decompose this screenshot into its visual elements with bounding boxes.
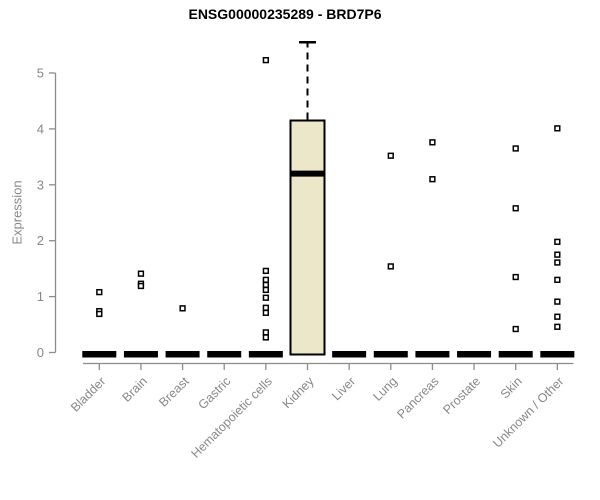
zero-median-bar bbox=[207, 351, 242, 358]
zero-median-bar bbox=[415, 351, 450, 358]
outlier-point bbox=[137, 270, 145, 277]
zero-median-bar bbox=[165, 351, 200, 358]
zero-median-bar bbox=[373, 351, 408, 358]
x-tick-label: Hematopoietic cells bbox=[188, 374, 275, 461]
x-tick-label: Liver bbox=[329, 374, 358, 403]
outlier-point bbox=[262, 294, 270, 301]
outlier-point bbox=[512, 273, 519, 281]
outlier-point bbox=[554, 323, 561, 330]
outlier-point bbox=[262, 56, 270, 64]
outlier-point bbox=[262, 304, 270, 311]
x-tick-label: Prostate bbox=[440, 374, 483, 417]
zero-median-bar bbox=[82, 351, 117, 358]
x-tick-label: Unknown / Other bbox=[490, 374, 566, 450]
outlier-point bbox=[262, 276, 270, 283]
zero-median-bar bbox=[540, 351, 575, 358]
zero-median-bar bbox=[332, 351, 367, 358]
outlier-point bbox=[262, 286, 270, 294]
outlier-point bbox=[137, 282, 145, 290]
x-tick-label: Breast bbox=[156, 374, 192, 410]
x-tick-label: Gastric bbox=[195, 374, 233, 412]
outlier-point bbox=[554, 298, 561, 305]
outlier-point bbox=[554, 251, 561, 258]
outlier-point bbox=[512, 325, 519, 333]
outlier-point bbox=[262, 334, 270, 341]
outlier-point bbox=[96, 310, 103, 318]
median-line bbox=[290, 170, 325, 177]
outlier-point bbox=[554, 125, 561, 132]
outlier-point bbox=[554, 276, 561, 283]
x-tick-label: Skin bbox=[498, 374, 525, 401]
outlier-point bbox=[554, 259, 561, 266]
chart-title: ENSG00000235289 - BRD7P6 bbox=[188, 6, 382, 22]
outlier-point bbox=[387, 152, 394, 159]
y-tick-label: 0 bbox=[37, 345, 44, 360]
outlier-point bbox=[429, 139, 436, 146]
outlier-point bbox=[512, 145, 519, 152]
outlier-point bbox=[554, 238, 561, 245]
outlier-point bbox=[429, 176, 436, 183]
zero-median-bar bbox=[457, 351, 492, 358]
zero-median-bar bbox=[123, 351, 158, 358]
box bbox=[289, 119, 326, 356]
outlier-point bbox=[512, 205, 519, 212]
outlier-point bbox=[554, 313, 561, 320]
outlier-point bbox=[262, 267, 270, 275]
outlier-point bbox=[387, 263, 394, 270]
y-tick-label: 3 bbox=[37, 177, 44, 192]
x-tick-label: Lung bbox=[370, 374, 400, 404]
x-tick-label: Kidney bbox=[280, 374, 317, 411]
y-tick-label: 2 bbox=[37, 233, 44, 248]
y-tick-label: 1 bbox=[37, 289, 44, 304]
zero-median-bar bbox=[498, 351, 533, 358]
outlier-point bbox=[179, 305, 186, 312]
x-tick-label: Brain bbox=[120, 374, 151, 405]
y-tick-label: 5 bbox=[37, 66, 44, 81]
outlier-point bbox=[96, 288, 103, 296]
outlier-point bbox=[262, 309, 270, 316]
y-tick-label: 4 bbox=[37, 121, 44, 136]
outlier-point bbox=[262, 281, 270, 289]
outlier-point bbox=[262, 329, 270, 336]
x-tick-label: Pancreas bbox=[394, 374, 441, 421]
x-tick-label: Bladder bbox=[68, 374, 108, 414]
zero-median-bar bbox=[248, 351, 283, 358]
